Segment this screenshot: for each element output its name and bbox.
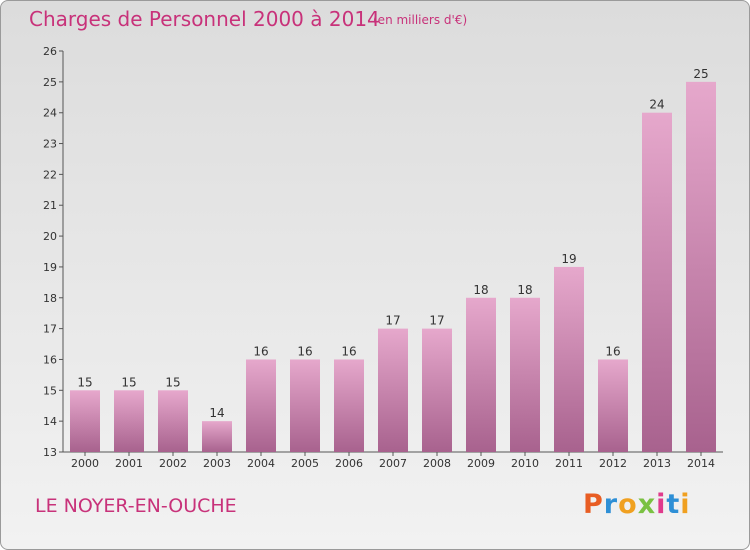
bars (70, 81, 716, 452)
bar (642, 112, 672, 452)
x-tick-label: 2011 (555, 457, 583, 470)
x-tick-label: 2012 (599, 457, 627, 470)
data-labels: 15 15 15 14 16 16 16 17 17 18 18 19 16 24 25 (77, 67, 708, 420)
logo-letter: P (583, 489, 604, 520)
y-tick-label: 21 (43, 199, 57, 212)
x-tick-label: 2001 (115, 457, 143, 470)
y-tick-label: 14 (43, 415, 57, 428)
bar (554, 266, 584, 452)
bar-value-label: 15 (121, 375, 136, 389)
bar-value-label: 17 (385, 314, 400, 328)
bar (202, 421, 232, 452)
x-tick-label: 2009 (467, 457, 495, 470)
bar (422, 328, 452, 452)
bar (510, 297, 540, 452)
logo-letter: i (656, 489, 667, 520)
y-tick-label: 25 (43, 76, 57, 89)
x-tick-label: 2014 (687, 457, 715, 470)
bar (598, 359, 628, 452)
bar-value-label: 25 (693, 67, 708, 81)
x-tick-label: 2002 (159, 457, 187, 470)
x-tick-label: 2008 (423, 457, 451, 470)
bar-value-label: 16 (605, 344, 620, 358)
logo-letter: i (680, 489, 691, 520)
bar-value-label: 15 (165, 375, 180, 389)
bar (466, 297, 496, 452)
logo-letter: t (666, 489, 681, 520)
x-tick-label: 2007 (379, 457, 407, 470)
bar-value-label: 16 (341, 344, 356, 358)
x-tick-label: 2005 (291, 457, 319, 470)
y-tick-label: 18 (43, 292, 57, 305)
y-tick-label: 19 (43, 261, 57, 274)
bar (158, 390, 188, 452)
y-tick-label: 16 (43, 353, 57, 366)
x-tick-label: 2003 (203, 457, 231, 470)
y-tick-label: 23 (43, 138, 57, 151)
logo-letter: r (603, 489, 619, 520)
chart-title: Charges de Personnel 2000 à 2014 (29, 7, 380, 31)
logo-letter: o (618, 489, 638, 520)
bar (290, 359, 320, 452)
bar (686, 81, 716, 452)
bar (114, 390, 144, 452)
y-tick-label: 17 (43, 323, 57, 336)
x-tick-label: 2010 (511, 457, 539, 470)
x-axis: 2000 2001 2002 2003 2004 2005 2006 2007 2008 2009… (63, 451, 723, 470)
bar (70, 390, 100, 452)
place-name: LE NOYER-EN-OUCHE (35, 495, 237, 517)
x-tick-label: 2004 (247, 457, 275, 470)
bar-value-label: 17 (429, 314, 444, 328)
bar-value-label: 19 (561, 252, 576, 266)
bar-value-label: 16 (297, 344, 312, 358)
proxiti-logo: Proxiti (583, 489, 691, 520)
y-tick-label: 26 (43, 45, 57, 58)
bar (246, 359, 276, 452)
bar-value-label: 15 (77, 375, 92, 389)
bar (334, 359, 364, 452)
bar-value-label: 18 (517, 283, 532, 297)
y-axis: 13 14 15 16 17 18 19 20 21 22 23 24 25 26 (43, 45, 64, 459)
bar-value-label: 24 (649, 98, 664, 112)
x-tick-label: 2006 (335, 457, 363, 470)
logo-letter: x (637, 489, 657, 520)
bar-value-label: 16 (253, 344, 268, 358)
x-tick-label: 2000 (71, 457, 99, 470)
y-tick-label: 24 (43, 107, 57, 120)
bar (378, 328, 408, 452)
y-tick-label: 13 (43, 446, 57, 459)
bar-value-label: 14 (209, 406, 224, 420)
y-tick-label: 15 (43, 384, 57, 397)
y-tick-label: 22 (43, 168, 57, 181)
chart-subtitle: (en milliers d'€) (373, 13, 468, 27)
y-tick-label: 20 (43, 230, 57, 243)
bar-value-label: 18 (473, 283, 488, 297)
x-tick-label: 2013 (643, 457, 671, 470)
